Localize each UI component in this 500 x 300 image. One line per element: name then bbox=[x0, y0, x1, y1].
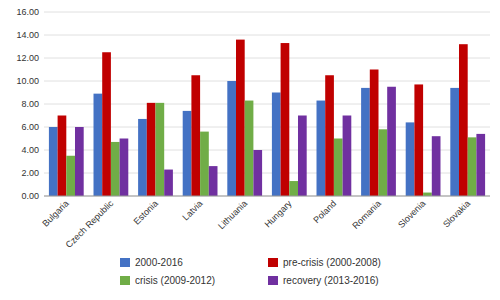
bar bbox=[236, 40, 245, 196]
x-tick-label: Slovakia bbox=[441, 198, 472, 229]
y-grid bbox=[44, 12, 490, 196]
bars bbox=[49, 40, 485, 196]
bar bbox=[361, 88, 370, 196]
bar bbox=[476, 134, 485, 196]
bar bbox=[200, 132, 209, 196]
chart-svg: 0.00 2.00 4.00 6.00 8.00 10.00 12.00 14.00 16.00… bbox=[0, 0, 500, 300]
legend-label: 2000-2016 bbox=[135, 257, 183, 268]
bar bbox=[450, 88, 459, 196]
x-tick-label: Poland bbox=[311, 198, 338, 225]
x-tick-label: Hungary bbox=[263, 198, 294, 229]
y-tick-label: 2.00 bbox=[21, 168, 39, 178]
bar bbox=[66, 156, 75, 196]
bar bbox=[272, 93, 281, 197]
bar bbox=[164, 170, 173, 196]
bar bbox=[111, 142, 120, 196]
y-tick-label: 14.00 bbox=[16, 30, 39, 40]
bar bbox=[379, 129, 388, 196]
bar bbox=[227, 81, 236, 196]
y-tick-label: 0.00 bbox=[21, 191, 39, 201]
bar-series bbox=[75, 87, 485, 196]
bar bbox=[138, 119, 147, 196]
bar bbox=[317, 101, 326, 196]
legend-swatch bbox=[268, 276, 278, 285]
bar bbox=[58, 116, 67, 197]
bar bbox=[183, 111, 192, 196]
bar bbox=[102, 52, 111, 196]
x-tick-label: Czech Republic bbox=[64, 198, 116, 250]
bar bbox=[281, 43, 290, 196]
x-tick-label: Estonia bbox=[132, 198, 160, 226]
bar bbox=[459, 44, 468, 196]
bar bbox=[253, 150, 262, 196]
bar bbox=[432, 136, 441, 196]
y-tick-label: 8.00 bbox=[21, 99, 39, 109]
legend-swatch bbox=[120, 258, 130, 267]
x-tick-label: Bulgaria bbox=[40, 198, 70, 228]
y-tick-label: 12.00 bbox=[16, 53, 39, 63]
legend-label: pre-crisis (2000-2008) bbox=[283, 257, 381, 268]
y-tick-label: 6.00 bbox=[21, 122, 39, 132]
x-tick-labels: BulgariaCzech Republic Estonia Latvia Lithu… bbox=[40, 198, 472, 250]
bar bbox=[468, 137, 477, 196]
x-tick-label: Romania bbox=[350, 198, 383, 231]
bar bbox=[298, 116, 307, 197]
legend-label: recovery (2013-2016) bbox=[283, 275, 379, 286]
bar bbox=[387, 87, 396, 196]
bar-series bbox=[58, 40, 468, 196]
bar-series bbox=[66, 101, 476, 196]
legend-swatch bbox=[120, 276, 130, 285]
grid-line bbox=[44, 196, 490, 197]
bar bbox=[423, 193, 432, 196]
bar bbox=[343, 116, 352, 197]
bar bbox=[120, 139, 129, 197]
bar bbox=[334, 139, 343, 197]
y-tick-label: 4.00 bbox=[21, 145, 39, 155]
bar bbox=[370, 70, 379, 197]
y-tick-labels: 0.00 2.00 4.00 6.00 8.00 10.00 12.00 14.00 16.00 bbox=[16, 7, 39, 201]
y-tick-label: 10.00 bbox=[16, 76, 39, 86]
legend-swatch bbox=[268, 258, 278, 267]
x-tick-label: Slovenia bbox=[396, 198, 427, 229]
bar bbox=[156, 103, 165, 196]
grid-line bbox=[44, 12, 490, 13]
bar bbox=[245, 101, 254, 196]
bar bbox=[209, 166, 218, 196]
bar bbox=[325, 75, 334, 196]
grid-line bbox=[44, 35, 490, 36]
legend: 2000-2016 pre-crisis (2000-2008) crisis (2… bbox=[120, 257, 381, 286]
x-tick-label: Latvia bbox=[180, 198, 204, 222]
x-tick-label: Lithuania bbox=[216, 198, 249, 231]
bar bbox=[191, 75, 200, 196]
bar bbox=[94, 94, 103, 196]
bar bbox=[406, 122, 415, 196]
chart-container: 0.00 2.00 4.00 6.00 8.00 10.00 12.00 14.00 16.00… bbox=[0, 0, 500, 300]
bar bbox=[414, 84, 423, 196]
y-tick-label: 16.00 bbox=[16, 7, 39, 17]
bar bbox=[289, 181, 298, 196]
bar bbox=[49, 127, 58, 196]
legend-label: crisis (2009-2012) bbox=[135, 275, 215, 286]
bar bbox=[147, 103, 156, 196]
bar bbox=[75, 127, 84, 196]
x-axis-line bbox=[44, 196, 490, 197]
